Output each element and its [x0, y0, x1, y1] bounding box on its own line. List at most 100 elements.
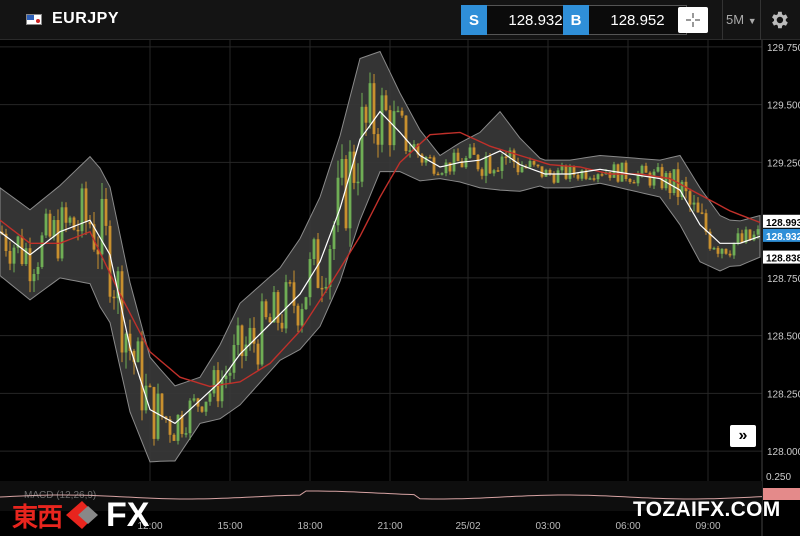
eur-jpy-flag-icon: [26, 14, 42, 25]
chart-grid: [0, 40, 763, 536]
candle-body: [556, 170, 560, 183]
scroll-to-latest-button[interactable]: »: [730, 425, 756, 447]
candle-body: [348, 151, 352, 229]
candle-body: [360, 106, 364, 182]
candle-body: [384, 95, 388, 111]
candle-body: [320, 287, 324, 290]
candle-body: [520, 166, 524, 173]
candle-body: [480, 169, 484, 176]
candle-body: [280, 322, 284, 329]
time-axis: 12:00 15:00 18:00 21:00 25/02 03:00 06:00 09:00: [137, 521, 720, 532]
candle-body: [148, 385, 152, 388]
candle-body: [416, 144, 420, 155]
candle-body: [400, 110, 404, 116]
candle-body: [644, 165, 648, 173]
candle-body: [56, 220, 60, 259]
candle-body: [332, 225, 336, 250]
candle-body: [496, 170, 500, 172]
candle-body: [40, 235, 44, 267]
candle-body: [100, 198, 104, 255]
candle-body: [608, 172, 612, 178]
crosshair-icon: [686, 13, 700, 27]
candle-body: [588, 178, 592, 180]
candle-body: [96, 249, 100, 255]
bollinger-band: [0, 50, 761, 463]
candle-body: [716, 247, 720, 254]
price-tick-label: 128.000: [767, 447, 800, 458]
candle-body: [344, 159, 348, 229]
candle-body: [248, 327, 252, 345]
candle-body: [300, 309, 304, 326]
candle-body: [84, 188, 88, 223]
candle-body: [584, 170, 588, 179]
candle-body: [152, 387, 156, 439]
candle-body: [460, 161, 464, 168]
candle-body: [720, 248, 724, 254]
time-tick-label: 12:00: [137, 521, 162, 532]
candle-body: [580, 170, 584, 179]
candle-body: [624, 162, 628, 179]
time-tick-label: 18:00: [297, 521, 322, 532]
buy-quote-button[interactable]: B 128.952: [563, 5, 687, 35]
candle-body: [756, 229, 760, 235]
candle-body: [184, 433, 188, 435]
candle-body: [732, 242, 736, 256]
candle-body: [368, 83, 372, 123]
candle-body: [156, 393, 160, 439]
candle-body: [616, 164, 620, 182]
candle-body: [712, 247, 716, 250]
candle-body: [160, 393, 164, 417]
candle-body: [220, 379, 224, 402]
candle-body: [268, 317, 272, 323]
candle-body: [108, 225, 112, 297]
timeframe-dropdown[interactable]: 5M ▼: [726, 12, 757, 27]
candle-body: [72, 217, 76, 230]
candle-body: [728, 253, 732, 256]
price-tick-label: 129.500: [767, 101, 800, 112]
candle-body: [456, 152, 460, 162]
candle-body: [352, 151, 356, 183]
crosshair-button[interactable]: [678, 7, 708, 33]
candle-body: [176, 414, 180, 441]
macd-background: [0, 481, 762, 511]
candle-body: [412, 144, 416, 151]
instrument-symbol[interactable]: EURJPY: [52, 10, 120, 27]
candle-body: [592, 178, 596, 180]
candle-body: [60, 207, 64, 259]
time-tick-label: 25/02: [455, 521, 480, 532]
candle-body: [204, 401, 208, 412]
candle-body: [468, 147, 472, 158]
candle-body: [116, 271, 120, 299]
candle-body: [740, 233, 744, 243]
candle-body: [256, 343, 260, 365]
candle-body: [724, 248, 728, 254]
candle-body: [336, 177, 340, 226]
macd-panel: 0.250: [0, 472, 800, 511]
candle-body: [552, 174, 556, 183]
candle-body: [576, 174, 580, 179]
candle-body: [432, 157, 436, 174]
candle-body: [424, 157, 428, 163]
candle-body: [688, 191, 692, 205]
macd-label: MACD (12,26,9): [24, 490, 97, 501]
price-chart[interactable]: 129.750 129.500 129.250 128.750 128.500 128.2…: [0, 40, 800, 536]
candle-body: [324, 286, 328, 289]
time-tick-label: 15:00: [217, 521, 242, 532]
candle-body: [32, 274, 36, 282]
candle-body: [8, 251, 12, 264]
candle-body: [548, 169, 552, 175]
band-middle-line: [0, 110, 761, 425]
candle-body: [744, 229, 748, 243]
toolbar-divider: [760, 0, 761, 40]
gear-icon[interactable]: [768, 9, 790, 31]
candle-body: [748, 229, 752, 241]
candle-body: [636, 173, 640, 184]
candle-body: [112, 296, 116, 299]
candle-body: [288, 282, 292, 284]
candle-body: [328, 249, 332, 287]
candle-body: [504, 156, 508, 159]
candle-body: [212, 370, 216, 394]
candle-body: [284, 282, 288, 329]
buy-tag: B: [563, 5, 589, 35]
candle-body: [20, 236, 24, 265]
